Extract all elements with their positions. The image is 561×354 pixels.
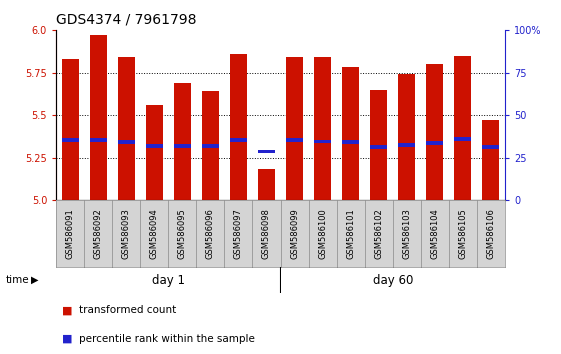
Bar xyxy=(118,141,135,144)
Text: GSM586103: GSM586103 xyxy=(402,208,411,259)
Text: GSM586092: GSM586092 xyxy=(94,208,103,259)
Text: GDS4374 / 7961798: GDS4374 / 7961798 xyxy=(56,12,196,27)
Text: time: time xyxy=(6,275,29,285)
Text: GSM586095: GSM586095 xyxy=(178,208,187,259)
Bar xyxy=(286,138,303,142)
Bar xyxy=(230,138,247,142)
Bar xyxy=(286,57,303,200)
Text: GSM586094: GSM586094 xyxy=(150,208,159,259)
Bar xyxy=(118,57,135,200)
Text: GSM586101: GSM586101 xyxy=(346,208,355,259)
Text: GSM586099: GSM586099 xyxy=(290,208,299,259)
Bar xyxy=(202,91,219,200)
Bar xyxy=(398,74,415,200)
Bar xyxy=(314,57,331,200)
Text: ■: ■ xyxy=(62,306,72,315)
Text: GSM586100: GSM586100 xyxy=(318,208,327,259)
Text: GSM586106: GSM586106 xyxy=(486,208,495,259)
Bar xyxy=(62,138,79,142)
Text: GSM586102: GSM586102 xyxy=(374,208,383,259)
Bar xyxy=(370,90,387,200)
Text: day 60: day 60 xyxy=(373,274,413,286)
Bar xyxy=(370,145,387,149)
Bar xyxy=(146,105,163,200)
Bar xyxy=(90,138,107,142)
Bar xyxy=(202,144,219,148)
Bar xyxy=(342,141,359,144)
Bar xyxy=(62,59,79,200)
Text: transformed count: transformed count xyxy=(79,306,176,315)
Text: GSM586093: GSM586093 xyxy=(122,208,131,259)
Text: percentile rank within the sample: percentile rank within the sample xyxy=(79,334,255,344)
Bar xyxy=(90,35,107,200)
Text: GSM586096: GSM586096 xyxy=(206,208,215,259)
Bar xyxy=(230,54,247,200)
Bar xyxy=(398,143,415,147)
Bar xyxy=(258,170,275,200)
Text: ■: ■ xyxy=(62,334,72,344)
Bar xyxy=(174,83,191,200)
Text: day 1: day 1 xyxy=(152,274,185,286)
Bar xyxy=(146,144,163,148)
Text: GSM586105: GSM586105 xyxy=(458,208,467,259)
Bar xyxy=(482,145,499,149)
Bar xyxy=(426,64,443,200)
Text: GSM586104: GSM586104 xyxy=(430,208,439,259)
Bar xyxy=(454,56,471,200)
Bar xyxy=(454,137,471,141)
Bar xyxy=(342,68,359,200)
Bar xyxy=(258,150,275,153)
Bar xyxy=(174,144,191,148)
Bar xyxy=(426,141,443,145)
Text: GSM586097: GSM586097 xyxy=(234,208,243,259)
Bar xyxy=(482,120,499,200)
Text: GSM586091: GSM586091 xyxy=(66,208,75,259)
Bar xyxy=(314,139,331,143)
Text: GSM586098: GSM586098 xyxy=(262,208,271,259)
Text: ▶: ▶ xyxy=(31,275,38,285)
